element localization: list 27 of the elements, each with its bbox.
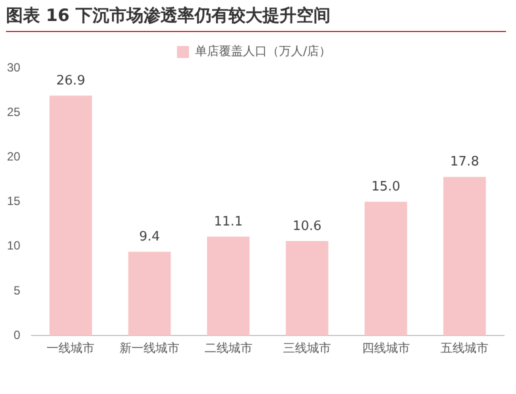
x-tick-label: 五线城市: [440, 341, 489, 356]
y-tick-label: 15: [6, 194, 21, 208]
y-tick-label: 5: [14, 283, 21, 298]
y-tick-label: 25: [6, 104, 21, 119]
legend-label: 单店覆盖人口（万人/店）: [194, 44, 332, 58]
bar: [128, 252, 171, 336]
data-label: 10.6: [292, 218, 322, 234]
bar: [207, 236, 250, 336]
y-tick-label: 0: [14, 328, 21, 342]
chart-title: 图表 16 下沉市场渗透率仍有较大提升空间: [6, 4, 506, 32]
x-tick-label: 二线城市: [204, 341, 252, 356]
y-tick-label: 20: [6, 150, 21, 164]
data-label: 11.1: [214, 214, 243, 230]
x-tick-label: 四线城市: [362, 341, 410, 356]
data-label: 9.4: [139, 230, 160, 245]
bar: [49, 96, 92, 336]
x-tick-label: 新一线城市: [120, 341, 180, 356]
y-tick-label: 10: [6, 238, 21, 253]
data-label: 17.8: [450, 154, 480, 170]
bar: [443, 176, 486, 336]
data-label: 26.9: [56, 74, 86, 89]
bar: [364, 202, 408, 336]
y-tick-label: 30: [6, 60, 21, 74]
x-tick-label: 一线城市: [46, 341, 95, 356]
x-tick-label: 三线城市: [283, 341, 332, 356]
bar: [286, 241, 328, 336]
data-label: 15.0: [371, 180, 400, 195]
